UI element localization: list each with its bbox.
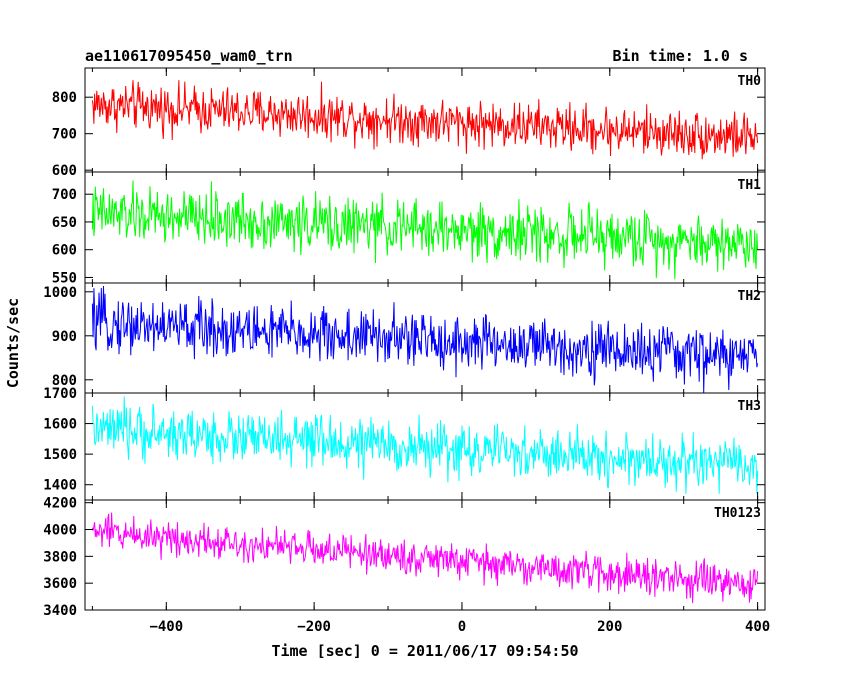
x-tick-label: 200 <box>597 619 622 635</box>
y-tick-label: 700 <box>52 127 77 143</box>
series-line-th2 <box>91 285 759 393</box>
panel-th1: 550 600 650 700 TH1 <box>52 171 766 286</box>
y-tick-label: 3400 <box>43 603 77 619</box>
y-tick-label: 1500 <box>43 447 77 463</box>
y-tick-label: 700 <box>52 187 77 203</box>
y-tick-label: 1700 <box>43 386 77 402</box>
plot-title: ae110617095450_wam0_trn <box>85 47 293 65</box>
y-tick-label: 600 <box>52 243 77 259</box>
panel-th0123: 3400 3600 3800 4000 4200 TH0123 <box>43 496 766 619</box>
y-tick-label: 4000 <box>43 523 77 539</box>
panel-label-th0: TH0 <box>738 74 762 89</box>
y-tick-label: 900 <box>52 329 77 345</box>
panel-label-th2: TH2 <box>738 289 761 304</box>
panel-th2: 800 900 1000 TH2 <box>43 282 766 394</box>
y-tick-label: 1400 <box>43 478 77 494</box>
x-tick-label: −400 <box>149 619 183 635</box>
panel-frame <box>84 499 766 611</box>
panel-label-th3: TH3 <box>738 399 761 414</box>
bin-time-label: Bin time: 1.0 s <box>613 47 748 65</box>
y-tick-label: 600 <box>52 163 77 179</box>
x-tick-label: −200 <box>297 619 331 635</box>
y-tick-label: 650 <box>52 215 77 231</box>
panel-th0: 600 700 800 TH0 <box>52 67 766 179</box>
y-tick-label: 800 <box>52 90 77 106</box>
series-line-th3 <box>91 396 759 494</box>
x-tick-label: 400 <box>745 619 770 635</box>
panel-th3: 1400 1500 1600 1700 TH3 <box>43 386 766 501</box>
y-axis-label: Counts/sec <box>4 298 22 388</box>
x-axis-label: Time [sec] 0 = 2011/06/17 09:54:50 <box>271 642 578 660</box>
series-line-th0 <box>91 80 759 160</box>
y-tick-label: 1600 <box>43 417 77 433</box>
y-tick-label: 3600 <box>43 576 77 592</box>
y-tick-label: 550 <box>52 270 77 286</box>
y-tick-label: 3800 <box>43 549 77 565</box>
series-line-th1 <box>91 180 759 280</box>
panel-label-th1: TH1 <box>738 178 762 193</box>
y-tick-label: 4200 <box>43 496 77 512</box>
y-tick-label: 1000 <box>43 285 77 301</box>
series-line-th0123 <box>91 512 759 604</box>
x-tick-label: 0 <box>458 619 466 635</box>
y-tick-label: 800 <box>52 373 77 389</box>
panel-label-th0123: TH0123 <box>714 506 761 521</box>
